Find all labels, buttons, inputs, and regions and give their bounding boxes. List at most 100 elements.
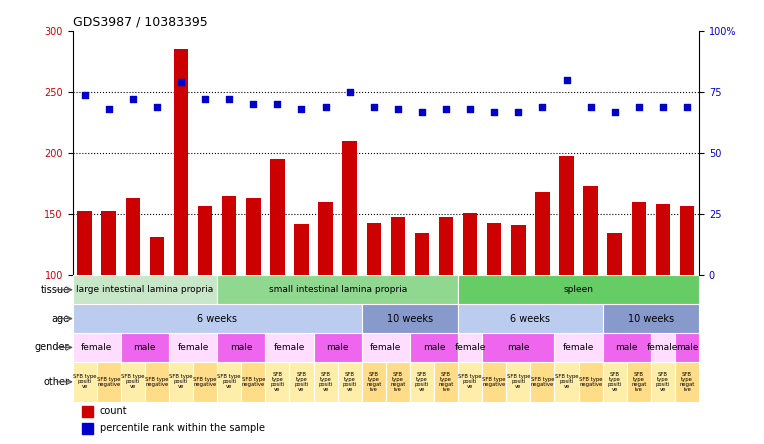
- Bar: [458, 275, 699, 304]
- Point: [199, 96, 211, 103]
- Point: [464, 106, 476, 113]
- Text: female: female: [563, 343, 594, 352]
- Text: SFB type
negative: SFB type negative: [193, 377, 217, 387]
- Bar: [82, 406, 93, 417]
- Bar: [121, 362, 145, 402]
- Point: [657, 103, 669, 110]
- Point: [488, 108, 500, 115]
- Bar: [410, 362, 434, 402]
- Bar: [603, 304, 699, 333]
- Bar: [361, 304, 458, 333]
- Bar: [656, 204, 670, 275]
- Point: [319, 103, 332, 110]
- Point: [681, 103, 693, 110]
- Point: [248, 101, 260, 108]
- Bar: [97, 362, 121, 402]
- Point: [296, 106, 308, 113]
- Text: SFB type
positi
ve: SFB type positi ve: [458, 374, 482, 389]
- Text: percentile rank within the sample: percentile rank within the sample: [99, 423, 264, 433]
- Bar: [102, 210, 116, 275]
- Bar: [361, 333, 410, 362]
- Bar: [121, 333, 169, 362]
- Text: SFB
type
positi
ve: SFB type positi ve: [294, 372, 309, 392]
- Text: male: male: [676, 343, 698, 352]
- Bar: [313, 333, 361, 362]
- Text: SFB type
positi
ve: SFB type positi ve: [170, 374, 193, 389]
- Text: male: male: [326, 343, 349, 352]
- Text: 6 weeks: 6 weeks: [510, 313, 550, 324]
- Bar: [270, 159, 285, 275]
- Point: [102, 106, 115, 113]
- Text: tissue: tissue: [40, 285, 70, 295]
- Bar: [82, 423, 93, 434]
- Text: SFB type
negative: SFB type negative: [531, 377, 554, 387]
- Bar: [439, 217, 453, 275]
- Bar: [361, 362, 386, 402]
- Bar: [410, 333, 458, 362]
- Bar: [294, 224, 309, 275]
- Text: SFB type
negative: SFB type negative: [579, 377, 602, 387]
- Text: male: male: [507, 343, 529, 352]
- Bar: [536, 192, 549, 275]
- Bar: [338, 362, 361, 402]
- Bar: [145, 362, 169, 402]
- Bar: [246, 198, 261, 275]
- Point: [584, 103, 597, 110]
- Text: SFB
type
positi
ve: SFB type positi ve: [319, 372, 333, 392]
- Bar: [507, 362, 530, 402]
- Bar: [651, 333, 675, 362]
- Text: count: count: [99, 406, 127, 416]
- Text: 10 weeks: 10 weeks: [628, 313, 674, 324]
- Bar: [198, 206, 212, 275]
- Bar: [415, 233, 429, 275]
- Bar: [367, 223, 381, 275]
- Bar: [603, 362, 626, 402]
- Bar: [458, 362, 482, 402]
- Bar: [555, 333, 603, 362]
- Text: SFB
type
positi
ve: SFB type positi ve: [415, 372, 429, 392]
- Bar: [559, 155, 574, 275]
- Text: 6 weeks: 6 weeks: [197, 313, 237, 324]
- Point: [633, 103, 645, 110]
- Text: SFB type
positi
ve: SFB type positi ve: [507, 374, 530, 389]
- Text: 10 weeks: 10 weeks: [387, 313, 433, 324]
- Bar: [482, 333, 555, 362]
- Bar: [482, 362, 507, 402]
- Bar: [73, 304, 361, 333]
- Text: SFB
type
positi
ve: SFB type positi ve: [607, 372, 622, 392]
- Point: [392, 106, 404, 113]
- Bar: [458, 333, 482, 362]
- Text: female: female: [370, 343, 402, 352]
- Point: [367, 103, 380, 110]
- Text: male: male: [616, 343, 638, 352]
- Bar: [390, 217, 405, 275]
- Text: small intestinal lamina propria: small intestinal lamina propria: [268, 285, 406, 294]
- Bar: [607, 233, 622, 275]
- Text: female: female: [455, 343, 486, 352]
- Bar: [555, 362, 578, 402]
- Text: male: male: [422, 343, 445, 352]
- Point: [344, 88, 356, 95]
- Text: female: female: [647, 343, 678, 352]
- Text: SFB type
positi
ve: SFB type positi ve: [555, 374, 578, 389]
- Bar: [150, 238, 164, 275]
- Bar: [319, 202, 333, 275]
- Bar: [680, 206, 694, 275]
- Text: GDS3987 / 10383395: GDS3987 / 10383395: [73, 16, 207, 28]
- Bar: [265, 362, 290, 402]
- Bar: [487, 223, 501, 275]
- Bar: [386, 362, 410, 402]
- Bar: [626, 362, 651, 402]
- Bar: [265, 333, 313, 362]
- Bar: [511, 225, 526, 275]
- Text: SFB
type
positi
ve: SFB type positi ve: [342, 372, 357, 392]
- Bar: [73, 275, 217, 304]
- Bar: [217, 333, 265, 362]
- Text: SFB type
negative: SFB type negative: [145, 377, 169, 387]
- Point: [223, 96, 235, 103]
- Point: [127, 96, 139, 103]
- Bar: [313, 362, 338, 402]
- Text: SFB type
positi
ve: SFB type positi ve: [121, 374, 144, 389]
- Text: SFB type
negative: SFB type negative: [97, 377, 121, 387]
- Text: other: other: [44, 377, 70, 387]
